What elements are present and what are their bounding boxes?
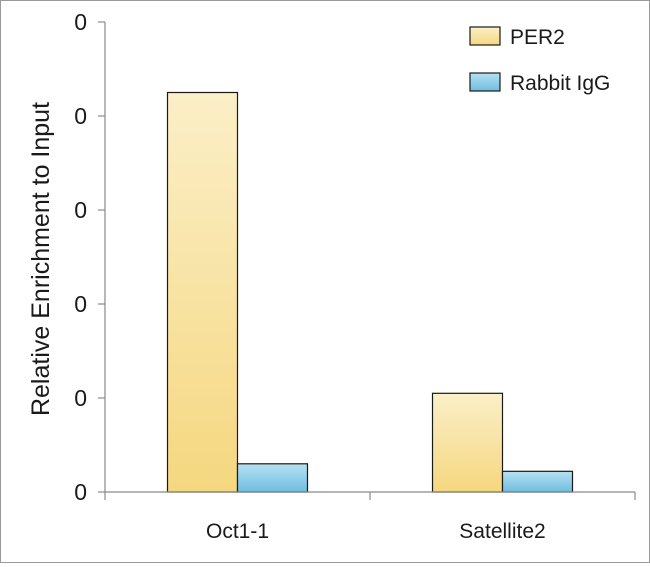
y-tick-label: 0	[74, 479, 87, 505]
bar-rabbit-igg-oct1-1	[236, 463, 309, 493]
bar-per2-oct1-1	[166, 91, 239, 493]
y-axis-title: Relative Enrichment to Input	[27, 102, 55, 416]
y-axis-title-group: Relative Enrichment to Input	[27, 102, 55, 416]
bar-per2-satellite2	[431, 392, 504, 493]
y-tick-label: 0	[74, 385, 87, 411]
legend-swatch	[469, 72, 501, 92]
y-tick-label: 0	[74, 291, 87, 317]
bars	[166, 91, 574, 493]
y-tick-label: 0	[74, 103, 87, 129]
x-tick-label: Oct1-1	[206, 520, 269, 543]
legend-label: Rabbit IgG	[510, 72, 610, 95]
x-tick-label: Satellite2	[459, 520, 545, 543]
x-axis-ticks: Oct1-1 Satellite2	[104, 492, 636, 543]
legend-label: PER2	[510, 26, 565, 49]
y-tick-label: 0	[74, 9, 87, 35]
legend-swatch	[469, 26, 501, 46]
bar-rabbit-igg-satellite2	[501, 470, 574, 493]
y-tick-label: 0	[74, 197, 87, 223]
legend: PER2 Rabbit IgG	[469, 26, 610, 95]
y-axis-ticks: 0 0 0 0 0 0	[74, 9, 105, 505]
